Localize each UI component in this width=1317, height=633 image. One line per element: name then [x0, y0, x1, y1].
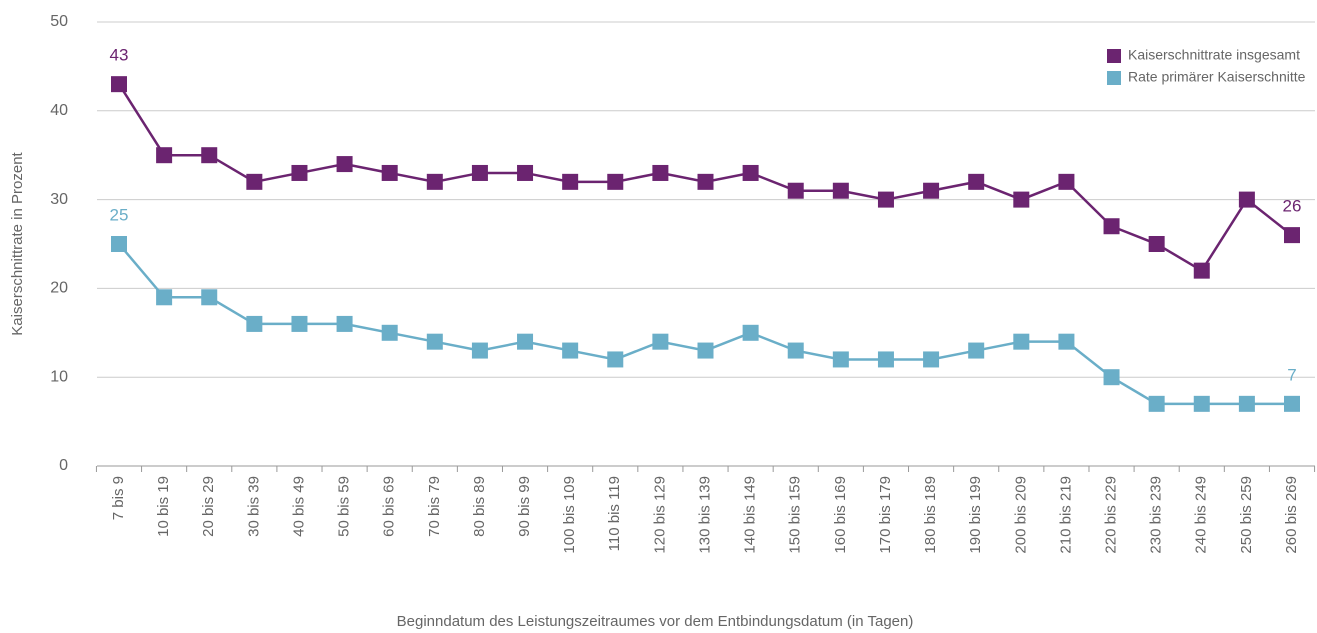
x-tick-label: 100 bis 109 — [561, 476, 578, 554]
legend-label: Rate primärer Kaiserschnitte — [1128, 69, 1306, 85]
y-tick-label: 40 — [50, 102, 68, 119]
x-tick-label: 170 bis 179 — [877, 476, 894, 554]
x-tick-label: 180 bis 189 — [922, 476, 939, 554]
x-tick-label: 120 bis 129 — [651, 476, 668, 554]
point-marker — [1193, 395, 1210, 412]
legend-swatch — [1107, 49, 1121, 63]
point-marker — [111, 76, 127, 93]
point-marker — [562, 173, 579, 190]
x-tick-label: 10 bis 19 — [155, 476, 172, 537]
x-axis-title: Beginndatum des Leistungszeitraumes vor … — [397, 613, 914, 630]
point-marker — [1013, 333, 1030, 350]
x-tick-label: 90 bis 99 — [516, 476, 533, 537]
point-marker — [877, 191, 894, 208]
x-tick-label: 230 bis 239 — [1148, 476, 1165, 554]
point-marker — [426, 333, 443, 350]
point-marker — [1148, 236, 1165, 252]
point-marker — [1148, 395, 1165, 412]
point-marker — [1013, 191, 1030, 208]
point-marker — [652, 333, 669, 350]
point-marker — [923, 182, 940, 199]
point-marker — [246, 173, 263, 190]
point-marker — [246, 315, 263, 332]
x-tick-label: 210 bis 219 — [1057, 476, 1074, 554]
point-marker — [832, 351, 849, 368]
x-tick-label: 130 bis 139 — [696, 476, 713, 554]
point-marker — [562, 342, 579, 359]
point-marker — [968, 173, 985, 190]
x-tick-label: 150 bis 159 — [787, 476, 804, 554]
x-tick-label: 70 bis 79 — [426, 476, 443, 537]
point-marker — [471, 164, 488, 181]
y-tick-label: 20 — [50, 280, 68, 297]
x-tick-label: 200 bis 209 — [1012, 476, 1029, 554]
point-marker — [291, 315, 308, 332]
point-marker — [156, 147, 173, 164]
point-marker — [742, 164, 759, 181]
y-tick-label: 30 — [50, 191, 68, 208]
point-marker — [1284, 395, 1300, 412]
x-tick-label: 250 bis 259 — [1238, 476, 1255, 554]
x-tick-label: 40 bis 49 — [290, 476, 307, 537]
point-marker — [607, 173, 624, 190]
point-marker — [1238, 395, 1255, 412]
point-marker — [968, 342, 985, 359]
point-marker — [517, 333, 534, 350]
point-marker — [517, 164, 534, 181]
point-marker — [832, 182, 849, 199]
point-marker — [381, 324, 398, 341]
point-marker — [923, 351, 940, 368]
x-tick-label: 60 bis 69 — [381, 476, 398, 537]
point-marker — [697, 173, 714, 190]
data-label: 43 — [110, 46, 129, 65]
point-marker — [201, 289, 218, 306]
y-tick-label: 0 — [59, 457, 68, 474]
x-tick-label: 220 bis 229 — [1103, 476, 1120, 554]
y-tick-label: 50 — [50, 13, 68, 30]
legend-swatch — [1107, 71, 1121, 85]
point-marker — [607, 351, 624, 368]
point-marker — [336, 156, 353, 173]
point-marker — [652, 164, 669, 181]
point-marker — [1103, 218, 1120, 235]
x-tick-label: 7 bis 9 — [110, 476, 127, 520]
data-label: 26 — [1283, 197, 1302, 216]
point-marker — [291, 164, 308, 181]
point-marker — [1058, 333, 1075, 350]
point-marker — [201, 147, 218, 164]
x-tick-label: 30 bis 39 — [245, 476, 262, 537]
x-tick-label: 160 bis 169 — [832, 476, 849, 554]
point-marker — [1103, 369, 1120, 386]
point-marker — [471, 342, 488, 359]
x-tick-label: 50 bis 59 — [336, 476, 353, 537]
point-marker — [1238, 191, 1255, 208]
point-marker — [787, 182, 804, 199]
point-marker — [877, 351, 894, 368]
data-label: 7 — [1287, 365, 1296, 384]
y-tick-label: 10 — [50, 368, 68, 385]
x-tick-label: 110 bis 119 — [606, 476, 623, 551]
point-marker — [336, 315, 353, 332]
x-tick-label: 240 bis 249 — [1193, 476, 1210, 554]
x-tick-label: 190 bis 199 — [967, 476, 984, 554]
point-marker — [111, 236, 127, 252]
point-marker — [1284, 227, 1300, 244]
point-marker — [1058, 173, 1075, 190]
point-marker — [1193, 262, 1210, 279]
legend-label: Kaiserschnittrate insgesamt — [1128, 47, 1300, 63]
data-label: 25 — [110, 205, 129, 224]
point-marker — [697, 342, 714, 359]
y-axis-title: Kaiserschnittrate in Prozent — [9, 151, 26, 335]
x-tick-label: 80 bis 89 — [471, 476, 488, 537]
x-tick-label: 140 bis 149 — [742, 476, 759, 554]
point-marker — [156, 289, 173, 306]
point-marker — [381, 164, 398, 181]
point-marker — [426, 173, 443, 190]
x-tick-label: 20 bis 29 — [200, 476, 217, 537]
point-marker — [787, 342, 804, 359]
point-marker — [742, 324, 759, 341]
x-tick-label: 260 bis 269 — [1283, 476, 1300, 554]
